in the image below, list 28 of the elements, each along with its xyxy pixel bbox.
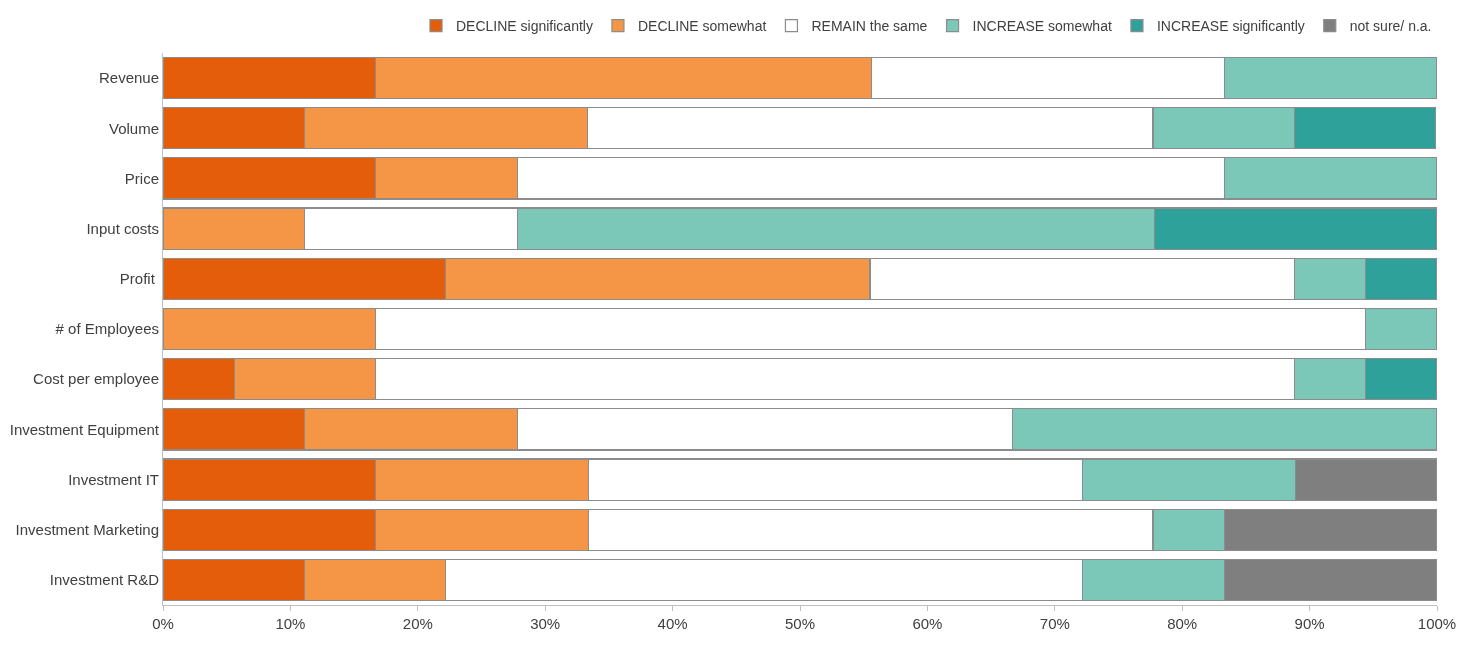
legend-label: INCREASE somewhat [972, 18, 1112, 35]
x-tick-label: 30% [530, 615, 561, 632]
x-tick-label: 10% [275, 615, 306, 632]
y-tick-label: Price [124, 169, 159, 187]
y-tick-label: Investment Equipment [9, 420, 160, 438]
y-tick-label: Investment Marketing [15, 520, 159, 538]
x-tick-label: 70% [1039, 615, 1070, 632]
y-tick-label: Cost per employee [33, 370, 159, 388]
legend-label: REMAIN the same [811, 18, 928, 35]
y-tick-label: # of Employees [55, 320, 159, 338]
y-tick-label: Investment R&D [49, 571, 160, 589]
legend-label: DECLINE somewhat [637, 18, 767, 35]
x-tick-label: 90% [1294, 615, 1325, 632]
legend-label: DECLINE significantly [456, 18, 593, 35]
x-tick-label: 80% [1167, 615, 1198, 632]
legend-label: not sure/ n.a. [1349, 18, 1432, 35]
x-tick-label: 0% [152, 615, 174, 632]
x-tick-label: 50% [784, 615, 816, 632]
x-tick-label: 40% [657, 615, 688, 632]
x-tick-label: 60% [912, 615, 943, 632]
y-tick-label: Investment IT [68, 470, 159, 488]
y-tick-label: Revenue [98, 69, 159, 87]
y-tick-label: Profit [119, 270, 159, 288]
y-tick-label: Input costs [86, 219, 159, 237]
x-tick-label: 20% [402, 615, 433, 632]
x-tick-label: 100% [1417, 615, 1457, 632]
y-tick-label: Volume [108, 119, 159, 137]
legend-label: INCREASE significantly [1156, 18, 1305, 35]
